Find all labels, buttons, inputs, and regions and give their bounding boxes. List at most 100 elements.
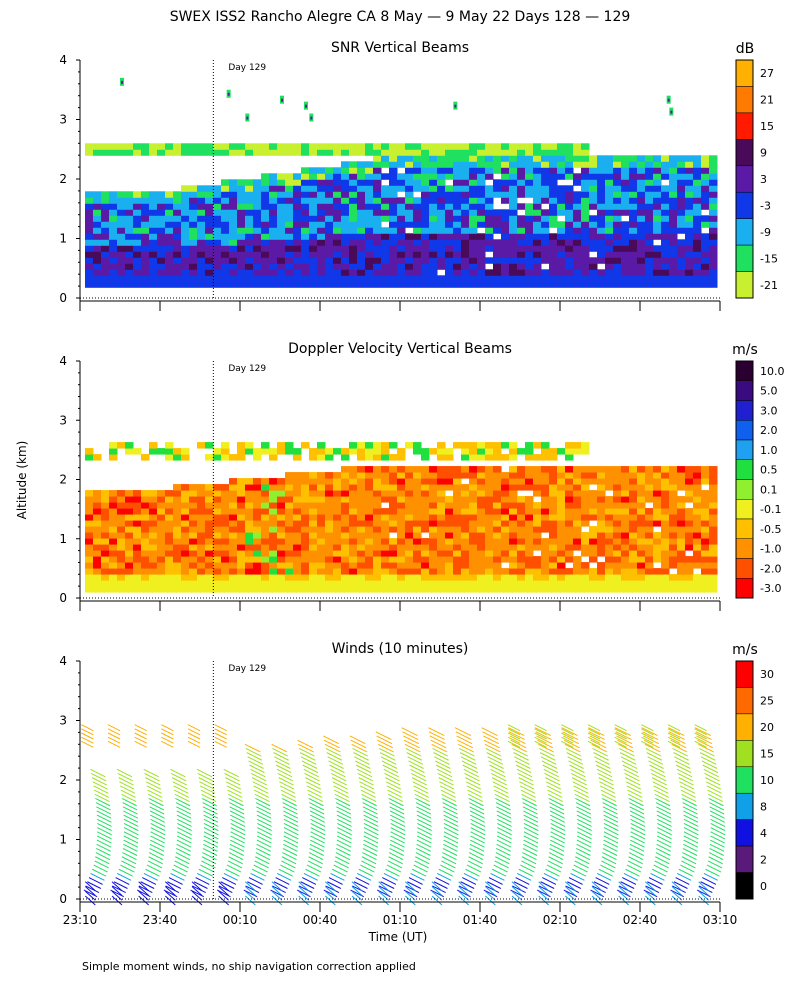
doppler-cell <box>373 496 382 503</box>
wind-barb <box>456 735 473 745</box>
wind-barb <box>622 764 639 774</box>
snr-speck <box>121 80 123 84</box>
snr-cell <box>677 239 686 246</box>
snr-cell <box>525 251 534 258</box>
wind-barb <box>330 872 345 881</box>
doppler-cell <box>341 490 350 497</box>
wind-barb <box>249 764 265 774</box>
doppler-cell <box>325 574 334 581</box>
doppler-cell <box>373 574 382 581</box>
wind-barb <box>351 881 363 892</box>
snr-cell <box>125 149 134 156</box>
snr-cell <box>277 185 286 192</box>
doppler-cell <box>93 532 102 539</box>
wind-barb <box>487 881 502 889</box>
doppler-cell <box>125 496 134 503</box>
doppler-cell <box>517 562 526 569</box>
wind-barb <box>121 797 137 807</box>
doppler-cell <box>629 466 638 473</box>
snr-cell <box>501 269 510 276</box>
snr-cell <box>517 275 526 282</box>
snr-cell <box>197 215 206 222</box>
wind-barb <box>203 835 219 844</box>
wind-barb <box>614 732 627 740</box>
doppler-cell <box>413 466 422 473</box>
wind-barb <box>522 802 538 811</box>
doppler-cell <box>645 490 654 497</box>
snr-cell <box>357 221 366 228</box>
snr-speck <box>305 104 307 108</box>
doppler-cell <box>165 532 174 539</box>
snr-cell <box>365 209 374 216</box>
doppler-cell <box>309 502 318 509</box>
doppler-cell <box>421 520 430 527</box>
wind-barb <box>229 843 245 852</box>
snr-cell <box>213 185 222 192</box>
doppler-cell <box>453 538 462 545</box>
doppler-cell <box>429 472 438 479</box>
snr-cell <box>109 203 118 210</box>
snr-cell <box>93 227 102 234</box>
doppler-cell <box>541 526 550 533</box>
doppler-cell <box>629 568 638 575</box>
doppler-cell <box>485 580 494 587</box>
colorbar-label: -21 <box>760 279 778 292</box>
snr-cell <box>277 221 286 228</box>
wind-barb <box>94 793 110 803</box>
snr-cell <box>181 149 190 156</box>
snr-cell <box>173 233 182 240</box>
colorbar-swatch <box>735 165 754 193</box>
wind-barb <box>567 756 584 765</box>
doppler-cell <box>381 526 390 533</box>
snr-cell <box>421 161 430 168</box>
snr-cell <box>597 215 606 222</box>
snr-cell <box>493 179 502 186</box>
snr-cell <box>181 143 190 150</box>
doppler-cell <box>501 454 510 461</box>
snr-cell <box>653 209 662 216</box>
wind-barb <box>123 827 139 836</box>
snr-cell <box>373 203 382 210</box>
doppler-cell <box>509 532 518 539</box>
doppler-cell <box>341 544 350 551</box>
wind-barb <box>541 760 558 769</box>
wind-barb <box>668 731 685 741</box>
doppler-cell <box>469 496 478 503</box>
wind-barb <box>465 781 482 790</box>
snr-cell <box>645 275 654 282</box>
snr-cell <box>389 239 398 246</box>
doppler-cell <box>541 562 550 569</box>
wind-barb <box>465 777 481 786</box>
snr-cell <box>541 155 550 162</box>
doppler-cell <box>181 574 190 581</box>
doppler-cell <box>229 556 238 563</box>
doppler-cell <box>221 490 230 497</box>
doppler-cell <box>709 550 718 557</box>
wind-barb <box>214 732 227 740</box>
doppler-cell <box>605 562 614 569</box>
doppler-cell <box>85 496 94 503</box>
snr-cell <box>149 239 158 246</box>
snr-cell <box>469 179 478 186</box>
snr-cell <box>397 269 406 276</box>
snr-cell <box>133 227 142 234</box>
snr-cell <box>501 281 510 288</box>
doppler-cell <box>293 580 302 587</box>
doppler-cell <box>269 580 278 587</box>
snr-cell <box>653 245 662 252</box>
wind-barb <box>198 868 214 877</box>
doppler-cell <box>469 556 478 563</box>
snr-cell <box>557 143 566 150</box>
doppler-cell <box>197 580 206 587</box>
snr-cell <box>309 275 318 282</box>
snr-cell <box>357 251 366 258</box>
wind-barb <box>298 895 310 906</box>
snr-cell <box>389 155 398 162</box>
wind-barb <box>654 860 669 869</box>
snr-cell <box>549 257 558 264</box>
snr-cell <box>629 215 638 222</box>
wind-barb <box>298 743 314 753</box>
snr-cell <box>581 197 590 204</box>
snr-cell <box>189 269 198 276</box>
wind-barb <box>361 793 377 803</box>
